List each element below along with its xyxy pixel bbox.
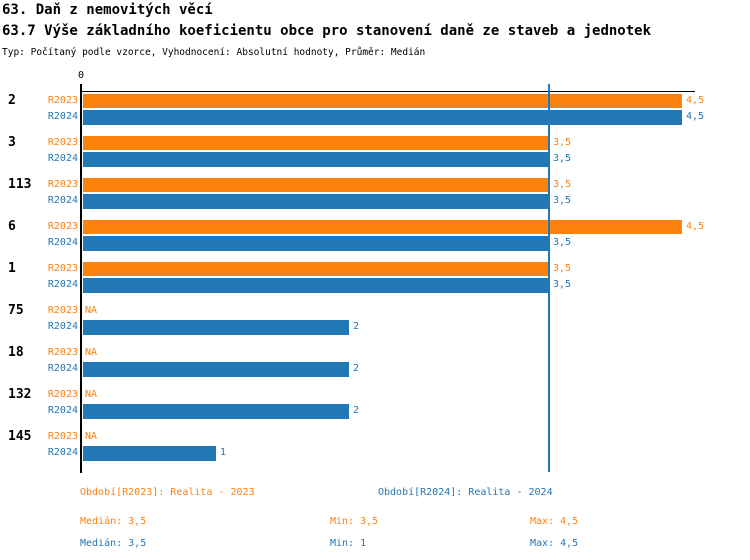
category-label: 145 — [8, 429, 32, 444]
category-label: 18 — [8, 345, 24, 360]
stat-r2024-min: Min: 1 — [330, 538, 367, 549]
chart-subtitle: Typ: Počítaný podle vzorce, Vyhodnocení:… — [2, 47, 426, 58]
stat-r2023-max: Max: 4,5 — [530, 516, 579, 527]
series-row-label-r2023: R2023 — [47, 389, 78, 400]
stat-r2024-max: Max: 4,5 — [530, 538, 579, 549]
series-row-label-r2023: R2023 — [47, 221, 78, 232]
na-value-label: NA — [85, 305, 98, 316]
bar-r2024 — [83, 446, 216, 461]
category-label: 75 — [8, 303, 24, 318]
category-label: 1 — [8, 261, 16, 276]
bar-r2024 — [83, 110, 682, 125]
bar-r2024 — [83, 320, 349, 335]
report-title: 63. Daň z nemovitých věcí — [2, 2, 213, 18]
series-row-label-r2023: R2023 — [47, 137, 78, 148]
bar-value-label: 1 — [220, 447, 227, 458]
bar-r2023 — [83, 94, 682, 108]
bar-r2023 — [83, 220, 682, 234]
series-row-label-r2023: R2023 — [47, 347, 78, 358]
chart-title: 63.7 Výše základního koeficientu obce pr… — [2, 23, 652, 39]
bar-r2023 — [83, 136, 549, 150]
bar-r2024 — [83, 404, 349, 419]
bar-value-label: 3,5 — [553, 237, 572, 248]
series-row-label-r2024: R2024 — [47, 195, 78, 206]
series-row-label-r2024: R2024 — [47, 111, 78, 122]
bar-value-label: 3,5 — [553, 153, 572, 164]
legend-r2023: Období[R2023]: Realita - 2023 — [80, 487, 255, 498]
y-axis-line — [80, 84, 82, 473]
category-label: 2 — [8, 93, 16, 108]
stat-r2024-median: Medián: 3,5 — [80, 538, 147, 549]
category-label: 3 — [8, 135, 16, 150]
bar-value-label: 3,5 — [553, 263, 572, 274]
bar-value-label: 3,5 — [553, 137, 572, 148]
series-row-label-r2023: R2023 — [47, 305, 78, 316]
bar-value-label: 3,5 — [553, 179, 572, 190]
na-value-label: NA — [85, 389, 98, 400]
series-row-label-r2023: R2023 — [47, 431, 78, 442]
median-marker-line — [548, 84, 550, 472]
category-label: 113 — [8, 177, 32, 192]
bar-value-label: 2 — [353, 321, 360, 332]
stat-r2023-median: Medián: 3,5 — [80, 516, 147, 527]
na-value-label: NA — [85, 431, 98, 442]
na-value-label: NA — [85, 347, 98, 358]
bar-r2024 — [83, 236, 549, 251]
legend-r2024: Období[R2024]: Realita - 2024 — [378, 487, 553, 498]
x-axis-top-line — [81, 91, 695, 92]
category-label: 6 — [8, 219, 16, 234]
bar-r2023 — [83, 262, 549, 276]
bar-r2024 — [83, 362, 349, 377]
series-row-label-r2023: R2023 — [47, 179, 78, 190]
x-axis-zero-tick-label: 0 — [77, 70, 85, 81]
series-row-label-r2023: R2023 — [47, 95, 78, 106]
bar-value-label: 2 — [353, 405, 360, 416]
stat-r2023-min: Min: 3,5 — [330, 516, 379, 527]
series-row-label-r2023: R2023 — [47, 263, 78, 274]
bar-r2023 — [83, 178, 549, 192]
series-row-label-r2024: R2024 — [47, 237, 78, 248]
bar-r2024 — [83, 194, 549, 209]
bar-value-label: 2 — [353, 363, 360, 374]
bar-value-label: 3,5 — [553, 279, 572, 290]
category-label: 132 — [8, 387, 32, 402]
bar-value-label: 4,5 — [686, 95, 705, 106]
series-row-label-r2024: R2024 — [47, 279, 78, 290]
series-row-label-r2024: R2024 — [47, 447, 78, 458]
bar-r2024 — [83, 152, 549, 167]
series-row-label-r2024: R2024 — [47, 321, 78, 332]
series-row-label-r2024: R2024 — [47, 153, 78, 164]
bar-value-label: 3,5 — [553, 195, 572, 206]
bar-value-label: 4,5 — [686, 221, 705, 232]
series-row-label-r2024: R2024 — [47, 363, 78, 374]
bar-value-label: 4,5 — [686, 111, 705, 122]
bar-r2024 — [83, 278, 549, 293]
series-row-label-r2024: R2024 — [47, 405, 78, 416]
